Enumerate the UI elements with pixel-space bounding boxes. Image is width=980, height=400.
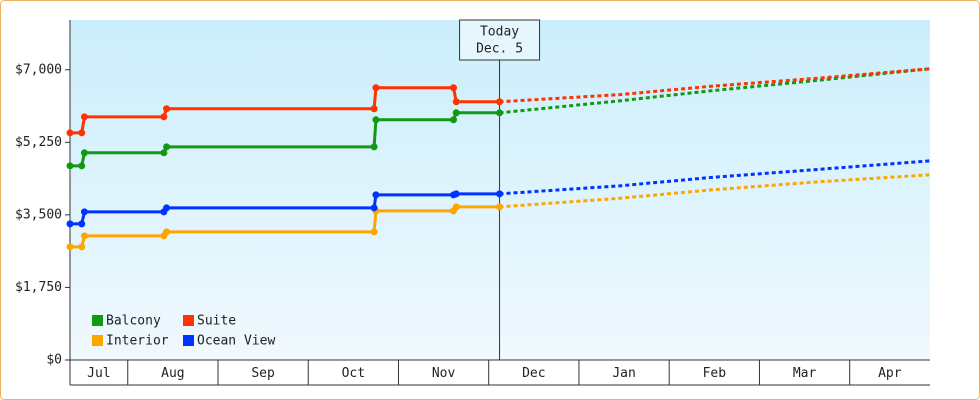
x-tick-label: Sep bbox=[251, 366, 275, 381]
x-tick-label: Mar bbox=[793, 366, 817, 381]
point bbox=[370, 105, 378, 113]
legend-swatch bbox=[183, 315, 194, 326]
point bbox=[496, 98, 504, 106]
series-line bbox=[70, 86, 500, 135]
point bbox=[78, 162, 86, 170]
point bbox=[163, 143, 171, 151]
today-label: Dec. 5 bbox=[476, 42, 523, 57]
legend-label: Interior bbox=[106, 334, 169, 349]
point bbox=[372, 116, 380, 124]
point bbox=[80, 208, 88, 216]
point bbox=[66, 162, 74, 170]
point bbox=[66, 243, 74, 251]
legend-label: Balcony bbox=[106, 314, 161, 329]
x-tick-label: Feb bbox=[703, 366, 727, 381]
y-tick-label: $0 bbox=[46, 353, 62, 368]
point bbox=[452, 190, 460, 198]
point bbox=[163, 204, 171, 212]
point bbox=[163, 105, 171, 113]
point bbox=[66, 220, 74, 228]
point bbox=[163, 228, 171, 236]
point bbox=[78, 129, 86, 137]
point bbox=[370, 228, 378, 236]
y-tick-label: $1,750 bbox=[15, 280, 62, 295]
series-line bbox=[70, 111, 500, 168]
today-label: Today bbox=[480, 25, 519, 40]
point bbox=[80, 232, 88, 240]
point bbox=[66, 129, 74, 137]
legend-swatch bbox=[92, 315, 103, 326]
legend-label: Ocean View bbox=[197, 334, 275, 349]
x-tick-label: Jul bbox=[87, 366, 110, 381]
point bbox=[452, 203, 460, 211]
point bbox=[160, 149, 168, 157]
x-tick-label: Dec bbox=[522, 366, 545, 381]
forecast-line bbox=[499, 159, 931, 196]
point bbox=[450, 116, 458, 124]
legend-label: Suite bbox=[197, 314, 236, 329]
x-tick-label: Oct bbox=[342, 366, 365, 381]
forecast-line bbox=[499, 173, 931, 209]
point bbox=[496, 190, 504, 198]
x-tick-label: Aug bbox=[161, 366, 184, 381]
point bbox=[370, 143, 378, 151]
point bbox=[452, 98, 460, 106]
y-tick-label: $7,000 bbox=[15, 62, 62, 77]
point bbox=[370, 204, 378, 212]
point bbox=[372, 191, 380, 199]
point bbox=[160, 113, 168, 121]
point bbox=[496, 203, 504, 211]
point bbox=[78, 243, 86, 251]
x-tick-label: Apr bbox=[878, 366, 902, 381]
point bbox=[80, 149, 88, 157]
today-box bbox=[459, 19, 541, 61]
legend-swatch bbox=[92, 335, 103, 346]
x-tick-label: Jan bbox=[612, 366, 635, 381]
point bbox=[372, 84, 380, 92]
y-tick-label: $3,500 bbox=[15, 207, 62, 222]
point bbox=[78, 220, 86, 228]
point bbox=[450, 84, 458, 92]
forecast-line bbox=[499, 67, 931, 104]
point bbox=[496, 109, 504, 117]
legend-swatch bbox=[183, 335, 194, 346]
y-tick-label: $5,250 bbox=[15, 135, 62, 150]
point bbox=[452, 109, 460, 117]
x-tick-label: Nov bbox=[432, 366, 456, 381]
point bbox=[80, 113, 88, 121]
